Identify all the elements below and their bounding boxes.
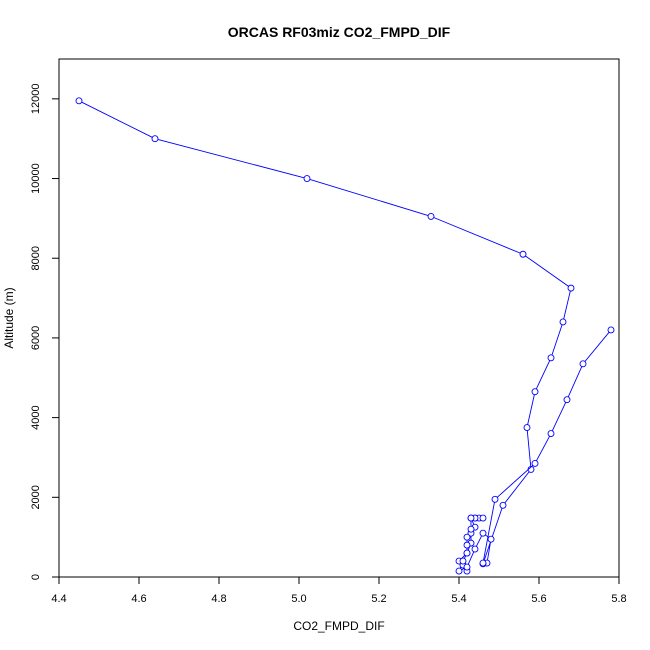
y-tick-label: 4000 (30, 405, 42, 429)
x-tick-label: 4.4 (51, 593, 66, 605)
series-0 (75, 97, 575, 575)
y-axis: 0 2000 4000 6000 8000 10000 12000 (30, 84, 60, 580)
data-point (567, 284, 575, 292)
data-point (579, 360, 587, 368)
data-point (479, 529, 487, 537)
x-tick-label: 4.8 (211, 593, 226, 605)
x-tick-label: 5.4 (451, 593, 466, 605)
y-tick-label: 6000 (30, 326, 42, 350)
data-point (531, 459, 539, 467)
x-tick-label: 5.8 (611, 593, 626, 605)
data-point (559, 318, 567, 326)
chart-title: ORCAS RF03miz CO2_FMPD_DIF (228, 24, 451, 40)
data-point (479, 514, 487, 522)
data-point (427, 212, 435, 220)
series-1 (479, 326, 615, 567)
y-axis-label: Altitude (m) (2, 287, 16, 348)
data-point (479, 559, 487, 567)
data-point (463, 541, 471, 549)
x-axis-label: CO2_FMPD_DIF (293, 619, 384, 633)
data-point (487, 535, 495, 543)
data-point (607, 326, 615, 334)
data-point (463, 549, 471, 557)
y-tick-label: 8000 (30, 246, 42, 270)
data-point (519, 250, 527, 258)
y-tick-label: 10000 (30, 163, 42, 194)
y-tick-label: 12000 (30, 84, 42, 115)
y-tick-label: 0 (30, 574, 42, 580)
x-tick-label: 5.2 (371, 593, 386, 605)
y-tick-label: 2000 (30, 485, 42, 509)
data-point (151, 135, 159, 143)
data-point (491, 495, 499, 503)
x-tick-label: 5.6 (531, 593, 546, 605)
data-point (523, 424, 531, 432)
data-point (467, 514, 475, 522)
x-tick-label: 4.6 (131, 593, 146, 605)
x-axis: 4.4 4.6 4.8 5.0 5.2 5.4 5.6 5.8 (51, 576, 627, 605)
data-point (467, 525, 475, 533)
data-point (455, 567, 463, 575)
data-point (303, 175, 311, 182)
data-point (463, 533, 471, 541)
data-point (471, 545, 479, 553)
data-point (531, 388, 539, 396)
data-point (463, 563, 471, 571)
data-point (459, 557, 467, 565)
data-point (75, 97, 83, 105)
data-point (547, 430, 555, 437)
x-tick-label: 5.0 (291, 593, 306, 605)
data-point (499, 501, 507, 509)
data-point (563, 396, 571, 404)
series-layer (75, 97, 615, 575)
data-point (547, 354, 555, 362)
